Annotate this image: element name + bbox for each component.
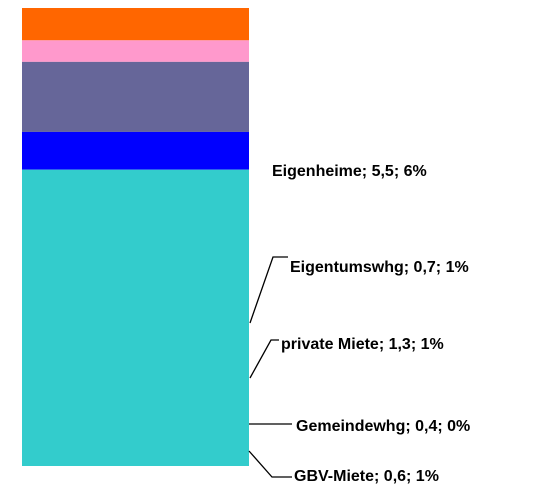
bar-segment <box>22 169 249 466</box>
bar-segment <box>22 40 249 62</box>
data-label: Eigentumswhg; 0,7; 1% <box>290 259 469 276</box>
data-label: Gemeindewhg; 0,4; 0% <box>296 418 471 435</box>
data-label: GBV-Miete; 0,6; 1% <box>294 468 439 485</box>
bar-segment <box>22 131 249 170</box>
leader-line <box>248 450 292 478</box>
leader-line <box>249 339 279 379</box>
data-label: private Miete; 1,3; 1% <box>281 336 444 353</box>
bar-segment <box>22 8 249 41</box>
data-label: Eigenheime; 5,5; 6% <box>272 163 427 180</box>
bar-segment <box>22 61 249 132</box>
leader-line <box>249 256 288 324</box>
